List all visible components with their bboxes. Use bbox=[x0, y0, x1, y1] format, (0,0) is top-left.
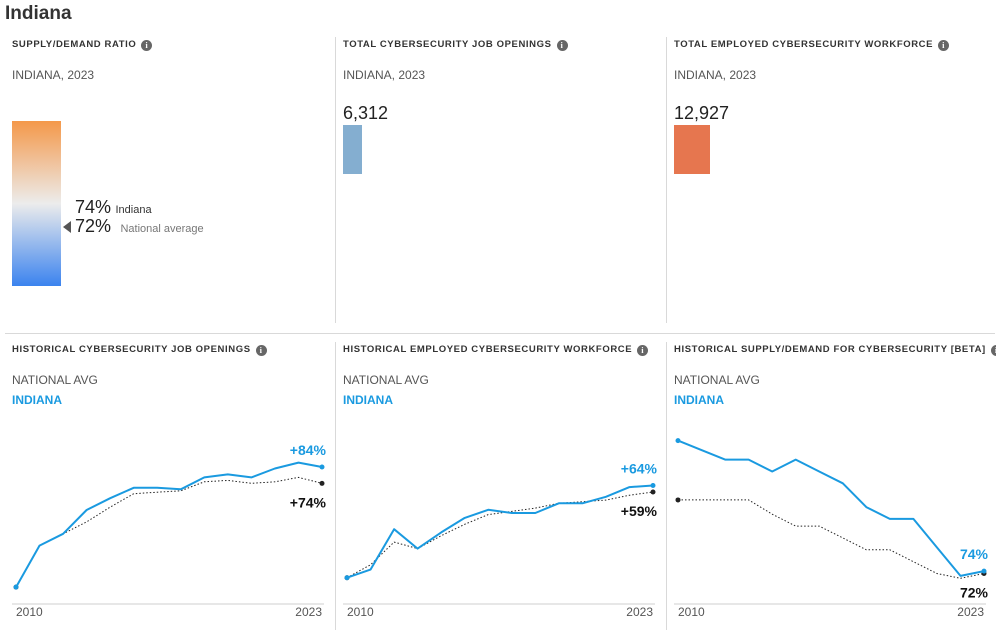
end-point-indiana bbox=[981, 568, 987, 574]
end-point-indiana bbox=[319, 464, 325, 470]
panel-subtitle: INDIANA, 2023 bbox=[343, 68, 426, 82]
divider-vertical-bottom-1 bbox=[335, 342, 336, 630]
panel-total-job-openings: TOTAL CYBERSECURITY JOB OPENINGS i INDIAN… bbox=[343, 39, 658, 319]
divider-vertical-top-2 bbox=[666, 37, 667, 323]
info-icon[interactable]: i bbox=[255, 345, 267, 356]
divider-horizontal bbox=[5, 333, 995, 334]
line-chart-supply-demand: 2010 2023 74% 72% bbox=[674, 438, 989, 619]
panel-title: TOTAL CYBERSECURITY JOB OPENINGS bbox=[343, 39, 552, 50]
series-line-indiana bbox=[346, 484, 654, 579]
series-line-indiana bbox=[677, 439, 985, 577]
end-point-national bbox=[650, 489, 656, 495]
panel-title: TOTAL EMPLOYED CYBERSECURITY WORKFORCE bbox=[674, 39, 934, 50]
legend-national: NATIONAL AVG bbox=[343, 373, 429, 387]
national-ratio-label: 72% National average bbox=[75, 216, 204, 237]
panel-title: HISTORICAL CYBERSECURITY JOB OPENINGS bbox=[12, 344, 251, 355]
panel-total-workforce: TOTAL EMPLOYED CYBERSECURITY WORKFORCE i … bbox=[674, 39, 989, 319]
panel-title: SUPPLY/DEMAND RATIO bbox=[12, 39, 137, 50]
x-tick-label: 2010 bbox=[678, 605, 705, 619]
series-line-national bbox=[678, 499, 985, 579]
end-label-indiana: +84% bbox=[290, 442, 327, 458]
end-label-national: +59% bbox=[621, 503, 658, 519]
legend-indiana: INDIANA bbox=[12, 393, 62, 407]
x-tick-label: 2010 bbox=[16, 605, 43, 619]
info-icon[interactable]: i bbox=[141, 40, 153, 51]
x-tick-label: 2010 bbox=[347, 605, 374, 619]
x-tick-label: 2023 bbox=[957, 605, 984, 619]
job-openings-bar bbox=[343, 125, 362, 174]
legend-national: NATIONAL AVG bbox=[12, 373, 98, 387]
page-title: Indiana bbox=[5, 3, 72, 24]
indiana-ratio-label: 74% Indiana bbox=[75, 197, 152, 218]
end-label-national: +74% bbox=[290, 494, 327, 510]
end-label-indiana: 74% bbox=[960, 546, 989, 562]
panel-historical-workforce: HISTORICAL EMPLOYED CYBERSECURITY WORKFO… bbox=[343, 344, 661, 628]
end-label-indiana: +64% bbox=[621, 460, 658, 476]
divider-vertical-bottom-2 bbox=[666, 342, 667, 630]
national-average-marker bbox=[63, 221, 71, 233]
start-point-indiana bbox=[675, 438, 681, 444]
job-openings-value: 6,312 bbox=[343, 103, 389, 123]
line-chart-workforce: 2010 2023 +64% +59% bbox=[343, 460, 658, 619]
panel-historical-supply-demand: HISTORICAL SUPPLY/DEMAND FOR CYBERSECURI… bbox=[674, 344, 996, 628]
end-label-national: 72% bbox=[960, 585, 989, 601]
legend-indiana: INDIANA bbox=[674, 393, 724, 407]
line-chart-job-openings: 2010 2023 +84% +74% bbox=[12, 442, 327, 619]
panel-subtitle: INDIANA, 2023 bbox=[12, 68, 95, 82]
start-point-indiana bbox=[13, 584, 19, 590]
panel-subtitle: INDIANA, 2023 bbox=[674, 68, 757, 82]
panel-supply-demand-ratio: SUPPLY/DEMAND RATIO i INDIANA, 2023 74% I… bbox=[12, 39, 327, 319]
national-ratio-value: 72% bbox=[75, 216, 112, 236]
start-point-indiana bbox=[344, 575, 350, 581]
legend-national: NATIONAL AVG bbox=[674, 373, 760, 387]
ratio-gradient-bar bbox=[12, 121, 61, 286]
panel-title: HISTORICAL EMPLOYED CYBERSECURITY WORKFO… bbox=[343, 344, 633, 355]
legend-indiana: INDIANA bbox=[343, 393, 393, 407]
info-icon[interactable]: i bbox=[990, 345, 996, 356]
info-icon[interactable]: i bbox=[938, 40, 950, 51]
national-ratio-name: National average bbox=[120, 223, 204, 235]
series-line-national bbox=[15, 476, 323, 588]
info-icon[interactable]: i bbox=[637, 345, 649, 356]
series-line-indiana bbox=[15, 461, 323, 588]
end-point-indiana bbox=[650, 482, 656, 488]
panel-historical-job-openings: HISTORICAL CYBERSECURITY JOB OPENINGS i N… bbox=[12, 344, 330, 628]
workforce-value: 12,927 bbox=[674, 103, 730, 123]
start-point-national bbox=[675, 497, 681, 503]
info-icon[interactable]: i bbox=[556, 40, 568, 51]
workforce-bar bbox=[674, 125, 710, 174]
divider-vertical-top-1 bbox=[335, 37, 336, 323]
x-tick-label: 2023 bbox=[626, 605, 653, 619]
indiana-ratio-value: 74% bbox=[75, 197, 112, 217]
indiana-ratio-name: Indiana bbox=[115, 204, 152, 216]
x-tick-label: 2023 bbox=[295, 605, 322, 619]
panel-title: HISTORICAL SUPPLY/DEMAND FOR CYBERSECURI… bbox=[674, 344, 986, 355]
end-point-national bbox=[319, 480, 325, 486]
series-line-national bbox=[346, 491, 654, 579]
